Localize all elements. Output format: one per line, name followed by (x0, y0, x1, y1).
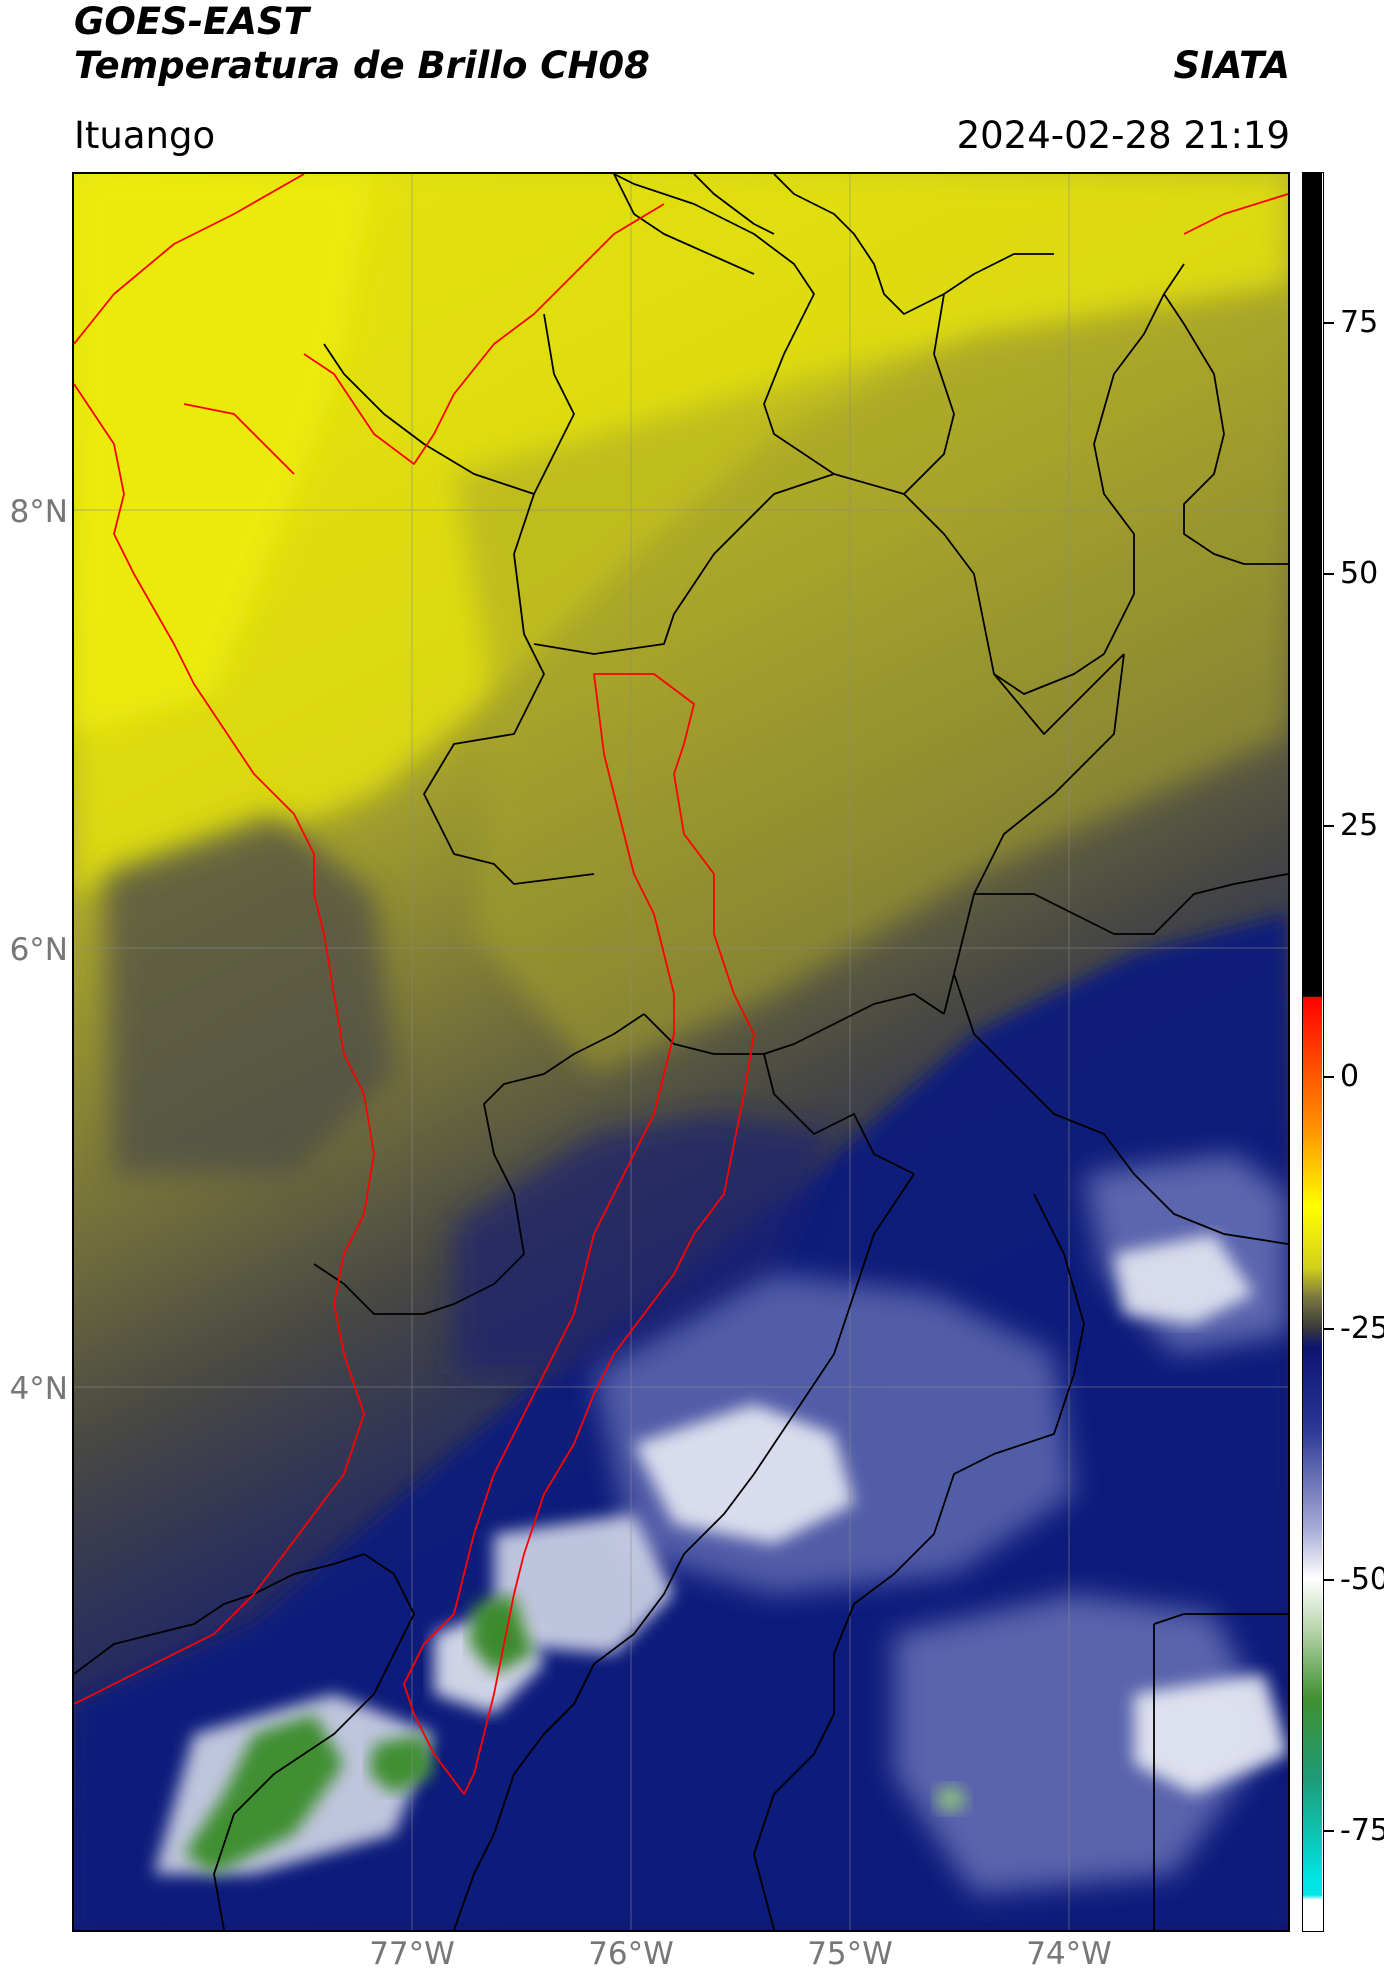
colorbar-tick-label: -25 (1340, 1310, 1384, 1346)
colorbar-tick (1324, 1327, 1334, 1330)
colorbar-tick-label: -75 (1340, 1813, 1384, 1849)
lon-label-75w: 75°W (807, 1936, 893, 1972)
colorbar-tick (1324, 573, 1334, 576)
lat-label-8n: 8°N (9, 494, 68, 530)
colorbar-tick (1324, 824, 1334, 827)
lon-label-77w: 77°W (369, 1936, 455, 1972)
colorbar-tick (1324, 1579, 1334, 1581)
organization-label: SIATA (1173, 44, 1290, 87)
satellite-title: GOES-EAST (74, 0, 309, 43)
colorbar-tick (1324, 1076, 1334, 1079)
brightness-temperature-map (72, 172, 1290, 1932)
lon-label-76w: 76°W (588, 1936, 674, 1972)
lat-label-6n: 6°N (9, 932, 68, 968)
colorbar-tick-label: 50 (1340, 556, 1379, 592)
colorbar-tick-label: -50 (1340, 1562, 1384, 1597)
lon-label-74w: 74°W (1026, 1936, 1112, 1972)
product-title: Temperatura de Brillo CH08 (74, 44, 650, 87)
datetime-label: 2024-02-28 21:19 (956, 114, 1290, 157)
region-label: Ituango (74, 114, 216, 157)
colorbar-tick (1324, 1830, 1334, 1833)
colorbar-tick (1324, 321, 1334, 324)
colorbar-tick-label: 25 (1340, 807, 1379, 843)
lat-label-4n: 4°N (9, 1371, 68, 1407)
colorbar-tick-label: 0 (1340, 1059, 1360, 1095)
temperature-colorbar (1302, 172, 1324, 1932)
colorbar-tick-label: 75 (1340, 304, 1379, 340)
